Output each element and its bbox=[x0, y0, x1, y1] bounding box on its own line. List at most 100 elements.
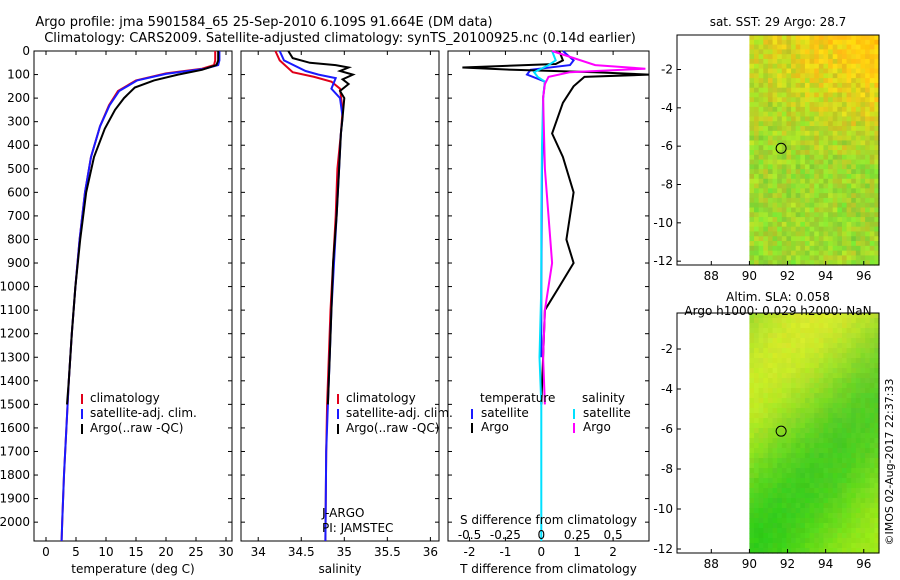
map-cell bbox=[837, 217, 843, 223]
map-cell bbox=[758, 173, 764, 180]
y-tick-label: 1500 bbox=[0, 397, 30, 411]
y-tick-label: 800 bbox=[7, 232, 30, 246]
map-cell bbox=[804, 488, 811, 494]
map-title: sat. SST: 29 Argo: 28.7 bbox=[710, 15, 847, 29]
map-cell bbox=[791, 353, 797, 359]
map-cell bbox=[809, 35, 815, 41]
map-cell bbox=[781, 538, 788, 544]
map-cell bbox=[874, 54, 880, 60]
map-cell bbox=[828, 548, 834, 554]
x-axis-label-salinity: S difference from climatology bbox=[460, 513, 637, 527]
map-cell bbox=[767, 87, 774, 94]
map-cell bbox=[874, 388, 880, 394]
map-cell bbox=[781, 54, 788, 60]
map-cell bbox=[860, 197, 866, 204]
map-cell bbox=[758, 260, 764, 266]
map-cell bbox=[874, 250, 880, 257]
map-cell bbox=[795, 150, 801, 156]
map-cell bbox=[823, 121, 829, 127]
map-cell bbox=[749, 250, 755, 257]
map-cell bbox=[860, 126, 866, 132]
map-cell bbox=[786, 260, 792, 266]
map-cell bbox=[865, 353, 871, 359]
map-cell bbox=[791, 408, 797, 414]
map-cell bbox=[851, 328, 857, 334]
map-cell bbox=[800, 140, 806, 146]
map-cell bbox=[860, 54, 866, 60]
map-cell bbox=[804, 343, 811, 349]
map-cell bbox=[855, 92, 862, 98]
map-cell bbox=[832, 423, 838, 429]
map-cell bbox=[814, 483, 820, 489]
map-cell bbox=[846, 333, 852, 339]
map-cell bbox=[828, 403, 834, 409]
map-cell bbox=[855, 368, 862, 374]
map-cell bbox=[795, 453, 801, 459]
map-cell bbox=[763, 438, 769, 444]
map-cell bbox=[837, 448, 843, 454]
map-cell bbox=[823, 483, 829, 489]
map-cell bbox=[767, 221, 774, 228]
map-cell bbox=[846, 183, 852, 189]
map-cell bbox=[758, 538, 764, 544]
map-cell bbox=[869, 518, 875, 524]
map-cell bbox=[786, 106, 792, 113]
map-cell bbox=[874, 97, 880, 103]
map-cell bbox=[865, 533, 871, 539]
map-cell bbox=[800, 130, 806, 137]
map-cell bbox=[763, 398, 769, 404]
map-cell bbox=[749, 39, 755, 46]
map-cell bbox=[851, 212, 857, 218]
map-cell bbox=[832, 443, 838, 449]
map-cell bbox=[791, 236, 797, 242]
x-tick-label: 88 bbox=[704, 557, 719, 571]
map-cell bbox=[874, 358, 880, 364]
map-cell bbox=[823, 63, 829, 70]
map-cell bbox=[865, 363, 871, 369]
map-cell bbox=[777, 478, 783, 484]
map-cell bbox=[781, 82, 788, 89]
map-cell bbox=[837, 388, 843, 394]
map-cell bbox=[855, 413, 862, 419]
map-cell bbox=[851, 398, 857, 404]
map-cell bbox=[814, 408, 820, 414]
map-cell bbox=[781, 398, 788, 404]
map-cell bbox=[800, 428, 806, 434]
map-cell bbox=[767, 393, 774, 399]
map-cell bbox=[781, 343, 788, 349]
map-cell bbox=[758, 78, 764, 84]
map-cell bbox=[855, 458, 862, 464]
map-cell bbox=[763, 35, 769, 41]
map-cell bbox=[809, 169, 815, 175]
series-line-argo bbox=[287, 50, 356, 405]
map-cell bbox=[763, 428, 769, 434]
map-cell bbox=[777, 39, 783, 46]
map-cell bbox=[772, 518, 778, 524]
map-cell bbox=[804, 164, 811, 170]
map-cell bbox=[818, 221, 825, 228]
map-cell bbox=[814, 418, 820, 424]
map-cell bbox=[754, 473, 760, 479]
map-cell bbox=[758, 388, 764, 394]
map-cell bbox=[869, 236, 875, 242]
map-cell bbox=[763, 493, 769, 499]
map-cell bbox=[869, 140, 875, 146]
map-cell bbox=[823, 159, 829, 165]
map-cell bbox=[758, 102, 764, 108]
map-cell bbox=[846, 207, 852, 213]
map-cell bbox=[851, 353, 857, 359]
map-cell bbox=[832, 488, 838, 494]
map-cell bbox=[828, 538, 834, 544]
series-line-satellite-adj-clim- bbox=[278, 50, 344, 542]
map-cell bbox=[860, 433, 866, 439]
map-cell bbox=[795, 533, 801, 539]
map-cell bbox=[865, 54, 871, 60]
map-cell bbox=[846, 178, 852, 185]
map-cell bbox=[869, 508, 875, 514]
map-cell bbox=[749, 438, 755, 444]
map-cell bbox=[828, 433, 834, 439]
map-cell bbox=[791, 398, 797, 404]
map-cell bbox=[767, 241, 774, 247]
map-cell bbox=[841, 483, 848, 489]
map-cell bbox=[777, 423, 783, 429]
